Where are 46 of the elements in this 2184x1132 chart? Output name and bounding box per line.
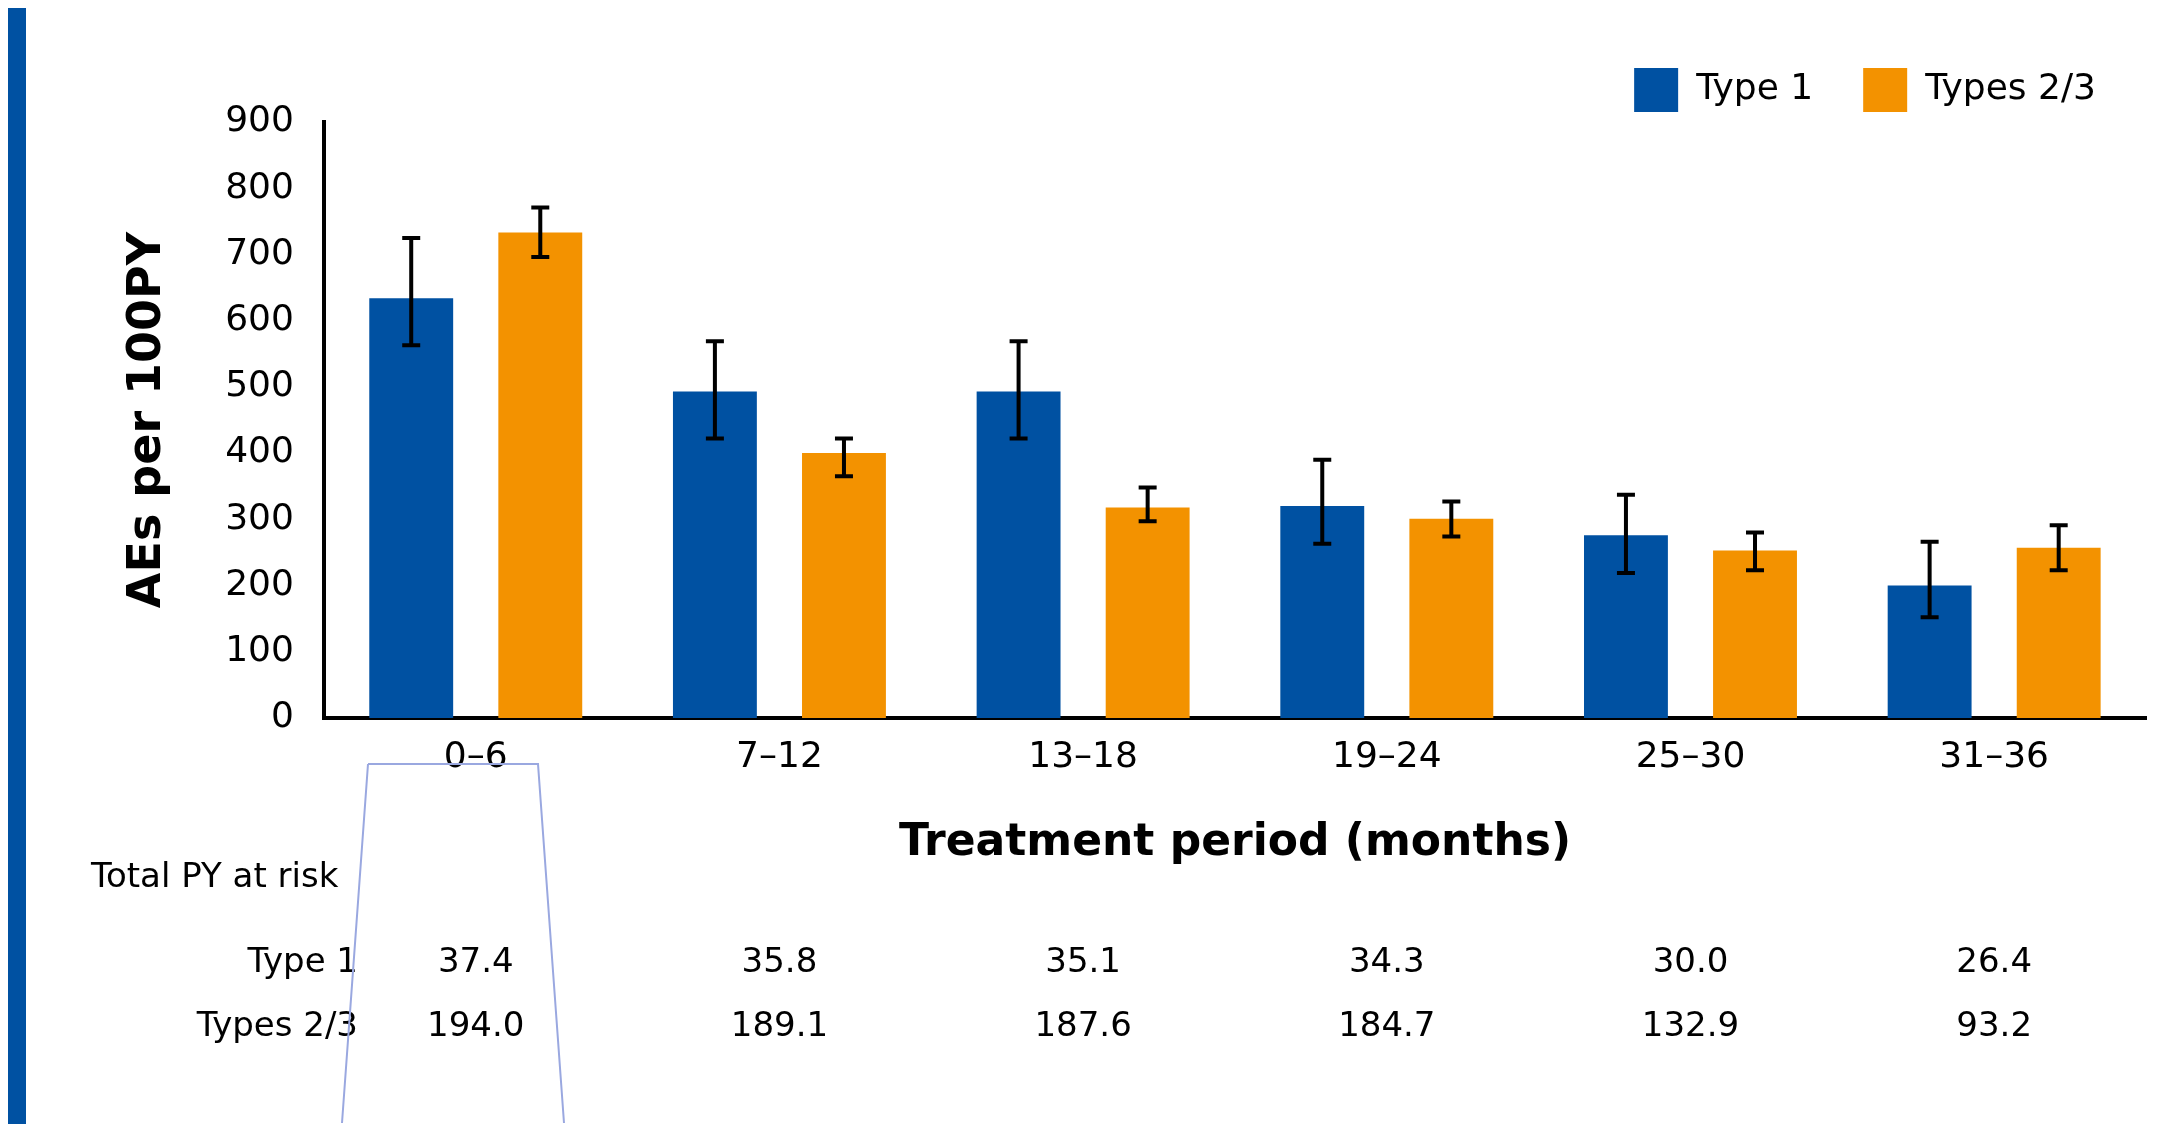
text: 34.3 (1348, 939, 1425, 980)
text: 35.8 (741, 939, 818, 980)
bar (802, 453, 886, 718)
bar (1409, 518, 1494, 718)
bar (976, 391, 1061, 718)
x-tick-label: 31–36 (1939, 733, 2049, 775)
text: 37.4 (437, 939, 514, 980)
text: 93.2 (1956, 1003, 2033, 1044)
bar (1713, 550, 1797, 718)
legend-label: Type 1 (1695, 66, 1814, 108)
bar (369, 298, 454, 718)
text: Type 1 (246, 939, 358, 980)
bar (1105, 507, 1190, 718)
text: 187.6 (1034, 1003, 1132, 1044)
text: Total PY at risk (90, 854, 339, 895)
text: Types 2/3 (195, 1003, 358, 1044)
bar (1280, 506, 1365, 718)
text: 189.1 (730, 1003, 829, 1044)
y-tick-label: 900 (225, 98, 294, 140)
y-tick-label: 800 (225, 164, 294, 206)
y-tick-label: 100 (225, 628, 294, 670)
bar (498, 232, 583, 718)
y-tick-label: 0 (271, 694, 294, 736)
x-axis-title: Treatment period (months) (898, 814, 1572, 866)
text: 194.0 (427, 1003, 525, 1044)
text: 132.9 (1641, 1003, 1740, 1044)
text: 35.1 (1045, 939, 1121, 980)
x-tick-label: 19–24 (1331, 733, 1442, 775)
y-tick-label: 200 (225, 561, 294, 603)
bar (1584, 535, 1668, 718)
legend-label: Types 2/3 (1924, 66, 2096, 108)
y-tick-label: 300 (225, 495, 294, 537)
x-tick-label: 25–30 (1635, 733, 1746, 775)
bar (2016, 547, 2101, 718)
y-tick-label: 700 (225, 230, 294, 272)
bar (1887, 585, 1972, 718)
y-axis-title: AEs per 100PY (116, 231, 171, 609)
y-tick-label: 400 (225, 429, 294, 471)
bar (672, 391, 757, 718)
x-tick-label: 13–18 (1028, 733, 1138, 775)
y-tick-label: 600 (225, 297, 294, 339)
text: 30.0 (1652, 939, 1729, 980)
x-tick-label: 7–12 (736, 733, 823, 775)
text: 26.4 (1956, 939, 2033, 980)
text: 184.7 (1338, 1003, 1436, 1044)
y-tick-label: 500 (225, 363, 294, 405)
